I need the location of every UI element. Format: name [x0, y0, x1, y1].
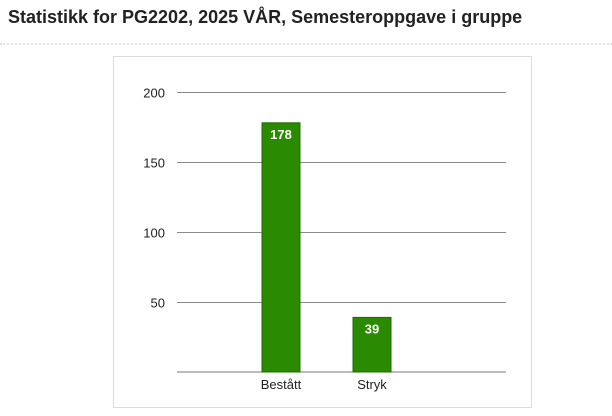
- y-axis-ticks: 50 100 150 200: [143, 86, 165, 311]
- bar: [352, 316, 392, 373]
- bar: [261, 122, 301, 373]
- x-axis-categories: Bestått Stryk: [261, 377, 388, 392]
- bar-data-label: 178: [270, 127, 292, 142]
- title-divider: [0, 43, 612, 45]
- bars: 178 39: [261, 122, 392, 373]
- x-category-label: Bestått: [261, 377, 302, 392]
- grid-layer: [177, 92, 506, 373]
- x-category-label: Stryk: [357, 377, 387, 392]
- page-title: Statistikk for PG2202, 2025 VÅR, Semeste…: [8, 7, 523, 27]
- y-tick-label: 100: [143, 226, 165, 241]
- y-tick-label: 200: [143, 86, 165, 101]
- y-tick-label: 50: [151, 296, 165, 311]
- bar-data-label: 39: [365, 321, 379, 336]
- y-tick-label: 150: [143, 156, 165, 171]
